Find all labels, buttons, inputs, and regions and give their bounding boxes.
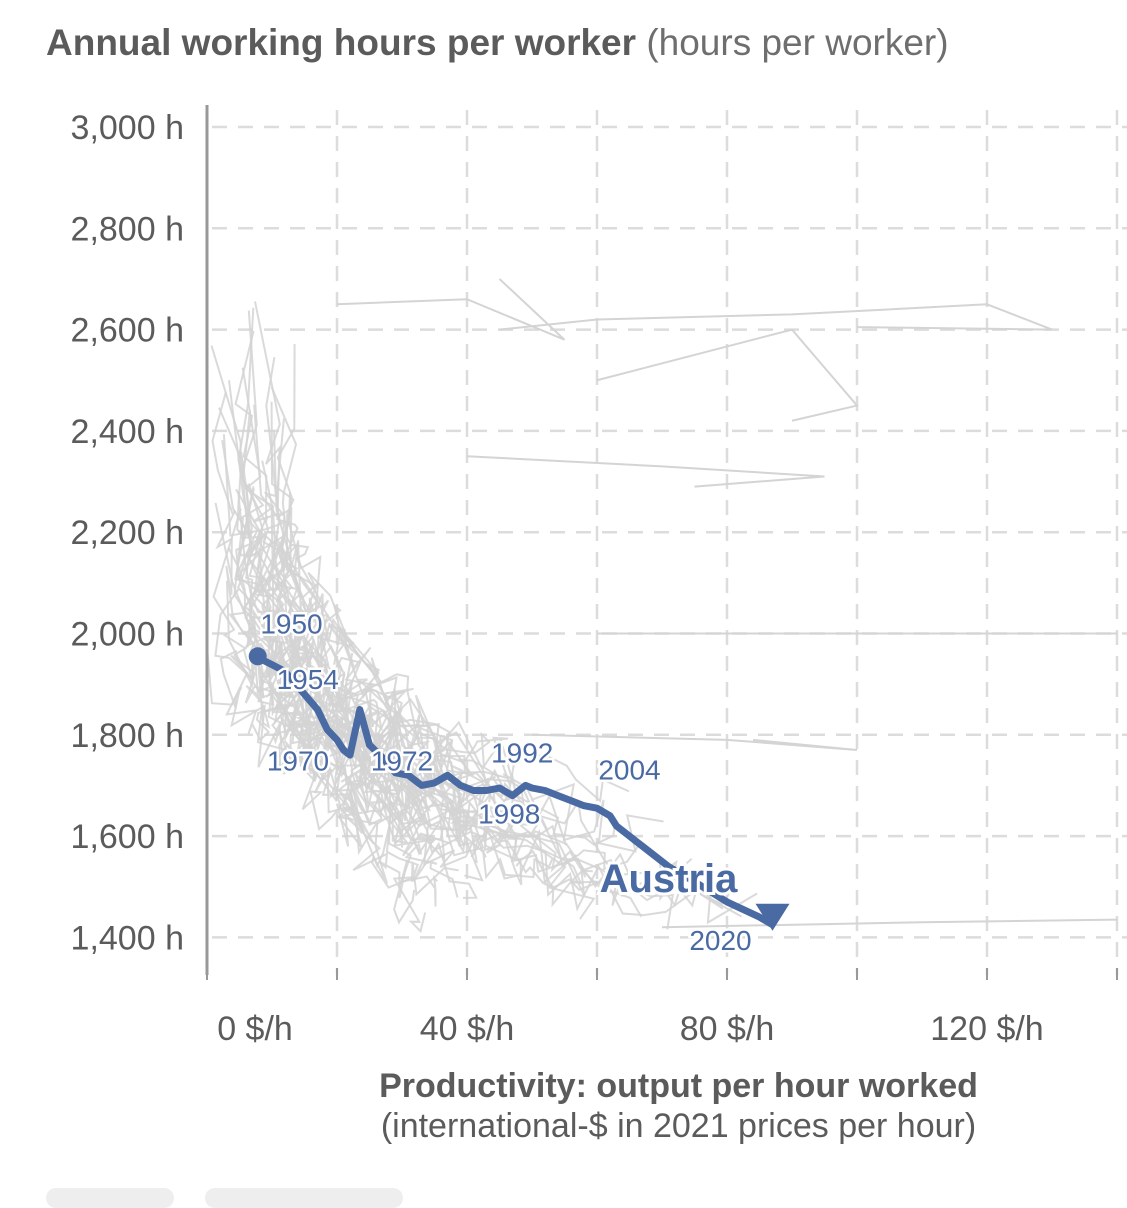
year-label: 1954 <box>277 664 339 695</box>
x-tick-label: 40 $/h <box>420 1010 515 1048</box>
series-label-austria: Austria <box>600 857 739 901</box>
background-country-lines <box>206 278 1118 934</box>
x-tick-label: 80 $/h <box>680 1010 775 1048</box>
y-tick-label: 1,800 h <box>71 717 184 755</box>
y-tick-labels: 3,000 h 2,800 h 2,600 h 2,400 h 2,200 h 2,000… <box>71 109 184 957</box>
y-tick-label: 2,200 h <box>71 514 184 552</box>
austria-series-group[interactable] <box>248 647 790 931</box>
background-country-line <box>252 540 693 902</box>
background-country-line <box>336 278 566 341</box>
y-tick-label: 2,000 h <box>71 616 184 654</box>
y-tick-label: 2,800 h <box>71 210 184 248</box>
x-axis-subtitle: (international-$ in 2021 prices per hour… <box>380 1107 977 1145</box>
grid-lines <box>212 110 1127 975</box>
x-axis-title: Productivity: output per hour worked <box>379 1067 978 1105</box>
y-tick-label: 2,400 h <box>71 413 184 451</box>
year-label: 1972 <box>371 745 433 776</box>
x-tick-label: 120 $/h <box>930 1010 1043 1048</box>
austria-end-marker[interactable] <box>755 903 790 931</box>
y-tick-label: 1,600 h <box>71 818 184 856</box>
x-tick-label: 0 $/h <box>217 1010 293 1048</box>
year-label: 2020 <box>689 925 751 956</box>
background-country-line <box>276 343 633 888</box>
tab-pill-1[interactable] <box>46 1188 174 1208</box>
year-label: 1992 <box>491 738 553 769</box>
background-country-line <box>661 918 1118 929</box>
x-tick-labels: 0 $/h 40 $/h 80 $/h 120 $/h <box>206 968 1118 1048</box>
year-label: 1970 <box>267 745 329 776</box>
chart-title-text: Annual working hours per worker <box>46 22 637 63</box>
year-labels-group: 1950 1954 1970 1972 1992 1998 2004 2020 Austria <box>258 606 754 959</box>
year-label: 1998 <box>478 798 540 829</box>
x-axis-label: Productivity: output per hour worked (in… <box>0 1066 1127 1146</box>
austria-line[interactable] <box>255 653 775 928</box>
background-country-line <box>531 733 858 751</box>
austria-start-point[interactable] <box>248 647 267 666</box>
background-country-line <box>596 328 859 422</box>
y-tick-label: 1,400 h <box>71 919 184 957</box>
y-tick-label: 3,000 h <box>71 109 184 147</box>
background-country-line <box>466 455 825 488</box>
chart-title: Annual working hours per worker (hours p… <box>46 22 949 64</box>
tab-pill-2[interactable] <box>205 1188 403 1208</box>
background-country-line <box>499 303 1053 331</box>
background-country-line <box>239 310 758 925</box>
y-tick-label: 2,600 h <box>71 312 184 350</box>
chart-title-unit: (hours per worker) <box>646 22 949 63</box>
background-country-line <box>237 491 742 918</box>
background-country-line <box>270 387 470 803</box>
year-label: 1950 <box>260 609 322 640</box>
year-label: 2004 <box>598 754 660 785</box>
background-country-line <box>226 580 554 880</box>
